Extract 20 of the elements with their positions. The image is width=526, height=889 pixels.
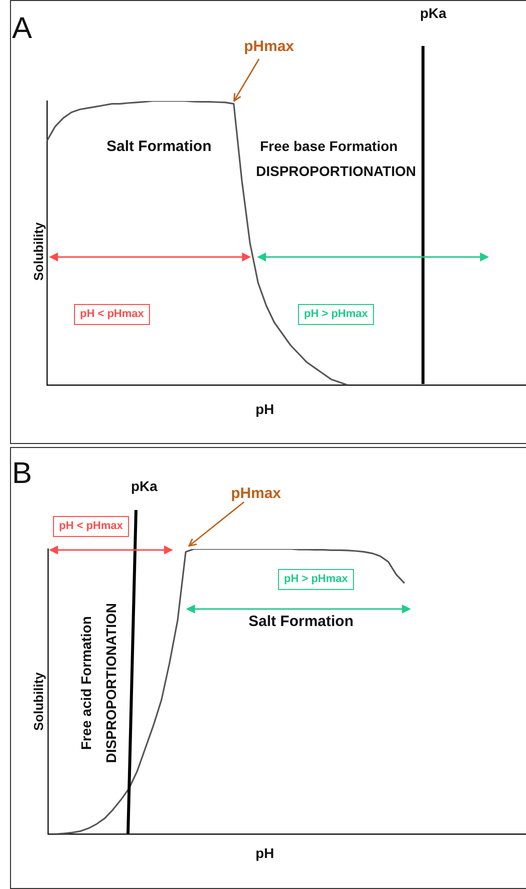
x-axis-title: pH	[256, 401, 274, 417]
annotation: pH < pHmax	[74, 304, 150, 324]
annotation: pH > pHmax	[278, 568, 354, 590]
annotation: Salt Formation	[248, 612, 354, 630]
text: pKa	[420, 5, 446, 21]
text: pHmax	[231, 484, 282, 502]
chart-title: B	[12, 457, 32, 490]
chart-title: A	[12, 12, 32, 45]
text: pHmax	[244, 38, 294, 54]
annotation: Salt Formation	[106, 138, 212, 154]
text: pH < pHmax	[53, 516, 129, 536]
x-axis-title: pH	[256, 845, 274, 861]
annotation: Free acid Formation	[78, 616, 94, 750]
annotation: DISPROPORTIONATION	[102, 603, 119, 763]
annotation: DISPROPORTIONATION	[256, 163, 416, 179]
text: pKa	[131, 478, 158, 494]
y-axis-title: Solubility	[30, 222, 46, 280]
annotation: pH > pHmax	[298, 304, 374, 324]
y-axis-title: Solubility	[30, 672, 46, 730]
annotation: Free base Formation	[260, 138, 398, 154]
